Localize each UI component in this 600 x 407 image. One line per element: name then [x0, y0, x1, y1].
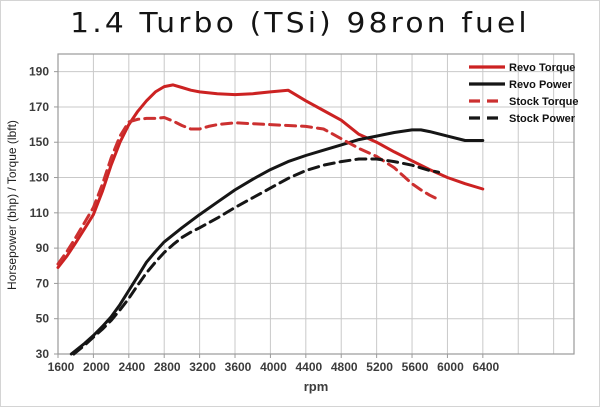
- chart-title: 1.4 Turbo (TSi) 98ron fuel: [70, 6, 530, 39]
- y-tick-label: 130: [29, 171, 49, 185]
- series-line-revo-torque: [56, 83, 485, 269]
- x-tick-label: 2800: [154, 360, 181, 374]
- series-line-revo-power: [69, 128, 485, 356]
- legend-label: Stock Torque: [509, 96, 578, 108]
- x-tick-label: 2400: [118, 360, 145, 374]
- legend-label: Revo Power: [509, 79, 573, 91]
- legend-label: Revo Torque: [509, 62, 575, 74]
- series-line-stock-power: [72, 157, 441, 356]
- x-tick-label: 2000: [83, 360, 110, 374]
- y-tick-label: 90: [36, 241, 50, 255]
- plot-border: [57, 53, 575, 355]
- x-tick-label: 4800: [331, 360, 358, 374]
- x-tick-label: 4000: [260, 360, 287, 374]
- x-tick-label: 4400: [295, 360, 322, 374]
- y-tick-label: 50: [36, 312, 50, 326]
- x-tick-label: 1600: [48, 360, 75, 374]
- y-tick-label: 30: [36, 347, 50, 361]
- legend-label: Stock Power: [509, 113, 576, 125]
- x-tick-label: 3200: [189, 360, 216, 374]
- x-tick-label: 6000: [437, 360, 464, 374]
- y-tick-label: 70: [36, 276, 50, 290]
- y-tick-label: 170: [29, 100, 49, 114]
- x-tick-label: 5200: [366, 360, 393, 374]
- x-tick-label: 6400: [472, 360, 499, 374]
- x-tick-label: 5600: [402, 360, 429, 374]
- y-tick-label: 110: [30, 206, 50, 220]
- x-axis-title: rpm: [303, 379, 329, 394]
- y-tick-label: 190: [29, 65, 49, 79]
- x-tick-label: 3600: [225, 360, 252, 374]
- y-tick-label: 150: [29, 135, 49, 149]
- series-line-stock-torque: [56, 116, 441, 266]
